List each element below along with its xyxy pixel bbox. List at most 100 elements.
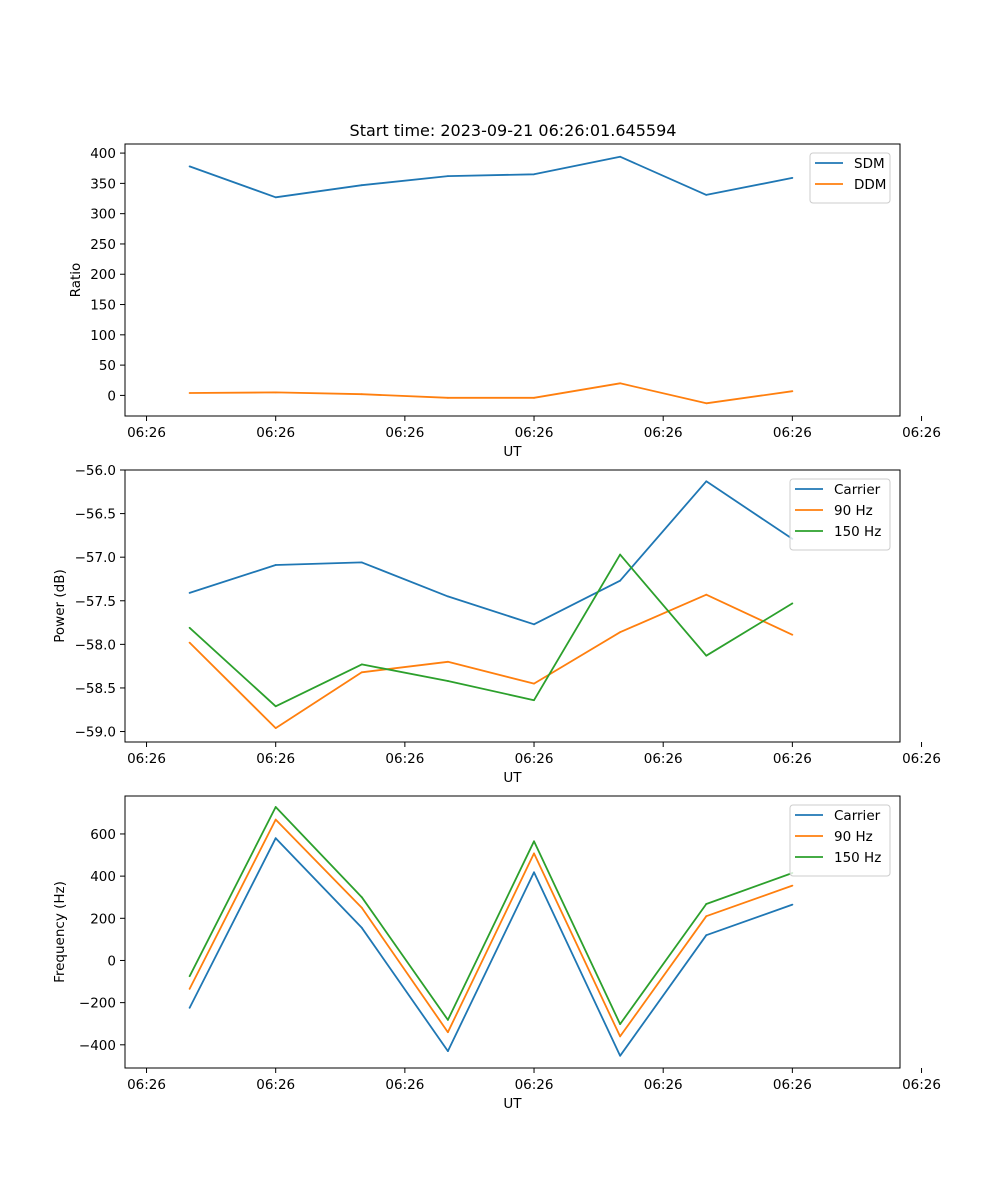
legend: SDM DDM [809,152,891,204]
data-point [791,177,794,179]
y-tick-label: 0 [107,953,116,969]
data-point [533,682,535,685]
data-point [533,871,535,874]
data-point [360,663,363,666]
data-point [188,392,191,394]
legend-label: 150 Hz [834,524,881,540]
data-point [274,727,277,729]
data-point [188,592,191,594]
data-point [274,564,277,566]
data-point [619,579,622,582]
x-tick-label: 06:26 [902,1077,941,1093]
x-tick-label: 06:26 [902,425,941,441]
data-point [791,390,794,393]
series-line-ddm [189,382,793,405]
x-tick-label: 06:26 [385,425,424,441]
data-point [791,602,794,605]
legend-label: 90 Hz [834,829,873,845]
y-tick-label: 400 [90,146,116,162]
x-tick-label: 06:26 [385,751,424,767]
y-axis-label: Power (dB) [52,569,68,642]
y-tick-label: −400 [79,1038,116,1054]
y-axis-label: Frequency (Hz) [52,881,68,983]
data-point [188,626,191,629]
x-tick-label: 06:26 [773,1077,812,1093]
axes-frame [124,143,901,417]
legend: Carrier 90 Hz 150 Hz [789,804,891,877]
x-tick-label: 06:26 [644,425,683,441]
series-line-90-hz [188,818,793,1038]
data-point [188,165,191,168]
data-point [533,840,535,843]
y-tick-label: −56.0 [75,463,116,479]
data-point [705,903,708,905]
figure-title: Start time: 2023-09-21 06:26:01.645594 [350,121,677,140]
data-point [533,623,535,626]
series-line-carrier [188,837,793,1057]
data-point [360,671,363,674]
data-point [360,184,363,187]
data-point [360,926,363,929]
data-point [274,391,277,394]
panels: 06:26 06:26 06:26 06:26 06:26 06:26 06:26 0 50 10… [52,143,941,1112]
y-tick-label: −57.5 [75,594,116,610]
data-point [619,631,622,634]
series-line-sdm [189,155,793,199]
y-tick-label: −200 [79,996,116,1012]
data-point [188,1007,191,1009]
legend-label: SDM [854,156,885,172]
data-point [447,680,449,682]
subplot-2: 06:26 06:26 06:26 06:26 06:26 06:26 06:26 −59.0… [52,463,941,786]
x-tick-label: 06:26 [773,751,812,767]
y-tick-label: 150 [90,298,116,314]
legend-label: 150 Hz [834,850,881,866]
x-tick-label: 06:26 [256,1077,295,1093]
x-tick-label: 06:26 [902,751,941,767]
data-point [188,988,191,990]
x-axis-label: UT [503,770,522,786]
data-point [360,906,363,909]
subplot-1: 06:26 06:26 06:26 06:26 06:26 06:26 06:26 0 50 10… [68,143,941,460]
data-point [447,660,449,663]
data-point [533,699,535,702]
legend-label: Carrier [834,808,881,824]
y-tick-label: −58.5 [75,681,116,697]
x-tick-label: 06:26 [127,425,166,441]
data-point [533,396,535,399]
legend: Carrier 90 Hz 150 Hz [789,478,891,551]
x-axis-label: UT [503,444,522,460]
data-point [447,595,449,598]
data-point [274,196,277,199]
data-point [274,806,277,808]
series-line-carrier [189,480,793,626]
x-tick-label: 06:26 [644,1077,683,1093]
data-point [619,382,622,385]
data-point [791,903,794,906]
data-point [188,975,191,978]
data-point [274,837,277,840]
data-point [274,705,277,708]
data-point [533,173,535,176]
data-point [360,393,363,396]
legend-label: Carrier [834,482,881,498]
data-point [447,396,449,399]
data-point [188,641,191,644]
y-tick-label: −58.0 [75,637,116,653]
x-tick-label: 06:26 [256,425,295,441]
y-tick-label: 300 [90,207,116,223]
legend-frame [809,152,891,204]
y-tick-label: −59.0 [75,725,116,741]
data-point [447,175,449,178]
y-tick-label: 250 [90,237,116,253]
data-point [360,896,363,899]
y-tick-label: 400 [90,869,116,885]
y-tick-label: 350 [90,176,116,192]
data-point [705,915,708,918]
subplot-3: 06:26 06:26 06:26 06:26 06:26 06:26 06:26 −400 −… [52,795,941,1112]
data-point [619,155,622,158]
axes-frame [124,469,901,743]
x-tick-label: 06:26 [644,751,683,767]
legend-label: 90 Hz [834,503,873,519]
x-tick-label: 06:26 [515,425,554,441]
y-tick-label: 200 [90,911,116,927]
